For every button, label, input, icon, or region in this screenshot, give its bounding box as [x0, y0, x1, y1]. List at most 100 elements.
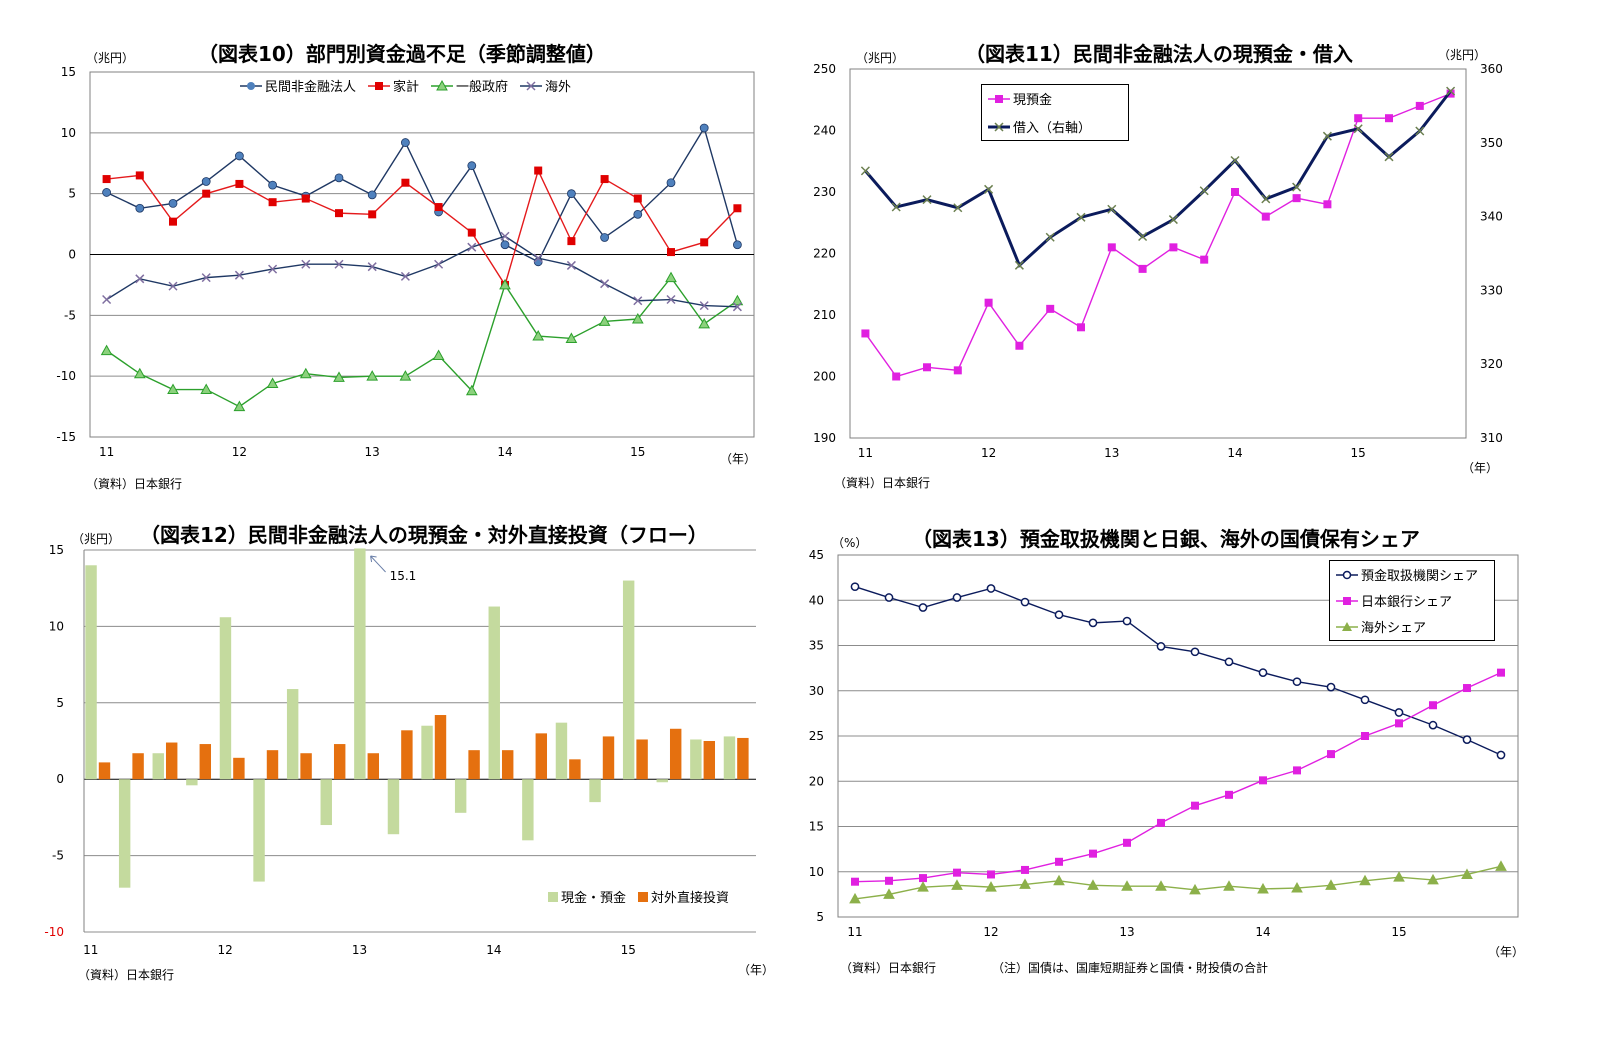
data-point — [135, 203, 145, 213]
data-point — [922, 195, 932, 205]
data-point — [699, 123, 709, 133]
data-point — [1231, 188, 1239, 196]
y-tick-label: 45 — [809, 548, 824, 562]
data-point — [567, 237, 576, 246]
plot-frame — [849, 68, 1467, 439]
source-note: （資料）日本銀行 — [840, 961, 937, 975]
chart-panel-fig12: 15 10 5 0 -5 -10 11 12 13 14 15 15.1 （図表12）民間非金融法人の… — [0, 515, 800, 1035]
source-note: （資料）日本銀行 — [86, 477, 183, 491]
data-point — [334, 173, 344, 183]
data-point — [400, 271, 410, 281]
legend-swatch-x — [520, 80, 543, 91]
data-point — [1157, 818, 1165, 827]
y-tick-label: 10 — [61, 126, 76, 140]
data-point — [533, 253, 543, 263]
bar-0 — [421, 725, 433, 780]
data-point — [1322, 131, 1332, 141]
legend-label: 現金・預金 — [561, 891, 627, 906]
data-point — [467, 161, 477, 171]
data-point — [1122, 616, 1132, 626]
y-tick-label: 25 — [809, 729, 824, 743]
y-tick-label: 15 — [61, 65, 76, 79]
x-tick-label: 15 — [621, 943, 636, 957]
data-point — [951, 879, 963, 890]
y-axis-unit: （兆円） — [86, 51, 135, 65]
data-point — [1107, 204, 1117, 214]
y2-tick-label: 330 — [1480, 283, 1503, 297]
data-point — [1429, 701, 1437, 710]
data-point — [102, 175, 111, 184]
data-point — [600, 233, 609, 242]
bar-1 — [602, 736, 615, 780]
y-tick-label: 240 — [813, 124, 836, 138]
bar-1 — [468, 750, 480, 780]
data-point — [1015, 341, 1024, 350]
data-point — [1463, 684, 1471, 693]
series-line-2 — [106, 276, 738, 408]
legend-label: 海外シェア — [1361, 621, 1427, 636]
bar-0 — [622, 580, 635, 780]
y2-tick-label: 310 — [1480, 431, 1503, 445]
legend-label: 一般政府 — [456, 80, 509, 95]
bar-0 — [656, 779, 668, 783]
legend: 現預金 借入（右軸） — [981, 84, 1129, 141]
data-point — [923, 363, 931, 372]
y-tick-label: -10 — [44, 925, 64, 939]
data-point — [1354, 114, 1363, 123]
data-point — [1384, 152, 1394, 162]
y-tick-label: -5 — [52, 849, 64, 863]
data-point — [1046, 304, 1055, 313]
data-point — [1230, 155, 1240, 166]
data-point — [851, 877, 859, 886]
y-tick-label: 30 — [809, 684, 824, 698]
x-tick-label: 15 — [1351, 446, 1366, 460]
data-point — [434, 259, 444, 269]
y-tick-label: 10 — [49, 619, 64, 633]
bar-1 — [669, 728, 682, 780]
data-point — [135, 274, 145, 284]
y-tick-label: 15 — [809, 820, 824, 834]
bar-0 — [555, 722, 568, 780]
data-point — [1055, 857, 1063, 866]
data-point — [135, 171, 144, 180]
data-point — [1045, 232, 1055, 242]
data-point — [432, 349, 445, 360]
data-point — [500, 240, 510, 250]
y-tick-label: 210 — [813, 308, 836, 322]
x-tick-label: 13 — [352, 943, 367, 957]
bar-0 — [488, 606, 500, 780]
data-point — [368, 210, 377, 219]
data-point — [1169, 243, 1178, 252]
data-point — [1359, 874, 1371, 886]
data-point — [1394, 708, 1404, 717]
x-tick-label: 14 — [486, 943, 501, 957]
x-tick-label: 12 — [232, 445, 247, 459]
x-axis-unit: （年） — [720, 452, 757, 466]
data-point — [102, 294, 112, 305]
y2-tick-label: 360 — [1480, 62, 1503, 76]
data-point — [534, 166, 543, 175]
chart-svg-fig11: 250 240 230 220 210 200 190 360 350 340 330 320 310 1… — [813, 62, 1503, 460]
x-tick-label: 13 — [1104, 446, 1119, 460]
legend-swatch-triangle — [431, 79, 454, 90]
data-point — [367, 262, 377, 272]
data-point — [1395, 719, 1403, 728]
legend-item: 現金・預金 — [548, 887, 626, 906]
source-note: （資料）日本銀行 — [834, 476, 931, 490]
x-tick-label: 11 — [847, 925, 862, 939]
data-point — [1415, 101, 1424, 110]
bar-0 — [589, 779, 601, 803]
data-point — [1361, 732, 1369, 740]
data-point — [918, 603, 928, 612]
x-tick-label: 11 — [99, 445, 114, 459]
data-point — [1461, 868, 1473, 879]
data-point — [986, 584, 996, 593]
footnote: （注）国債は、国庫短期証券と国債・財投債の合計 — [992, 961, 1269, 975]
data-point — [1325, 879, 1337, 890]
data-point — [700, 238, 709, 247]
data-point — [301, 194, 310, 203]
data-point — [1020, 597, 1030, 607]
chart-title: （図表12）民間非金融法人の現預金・対外直接投資（フロー） — [140, 523, 708, 547]
data-point — [1327, 750, 1335, 759]
data-point — [600, 279, 610, 289]
